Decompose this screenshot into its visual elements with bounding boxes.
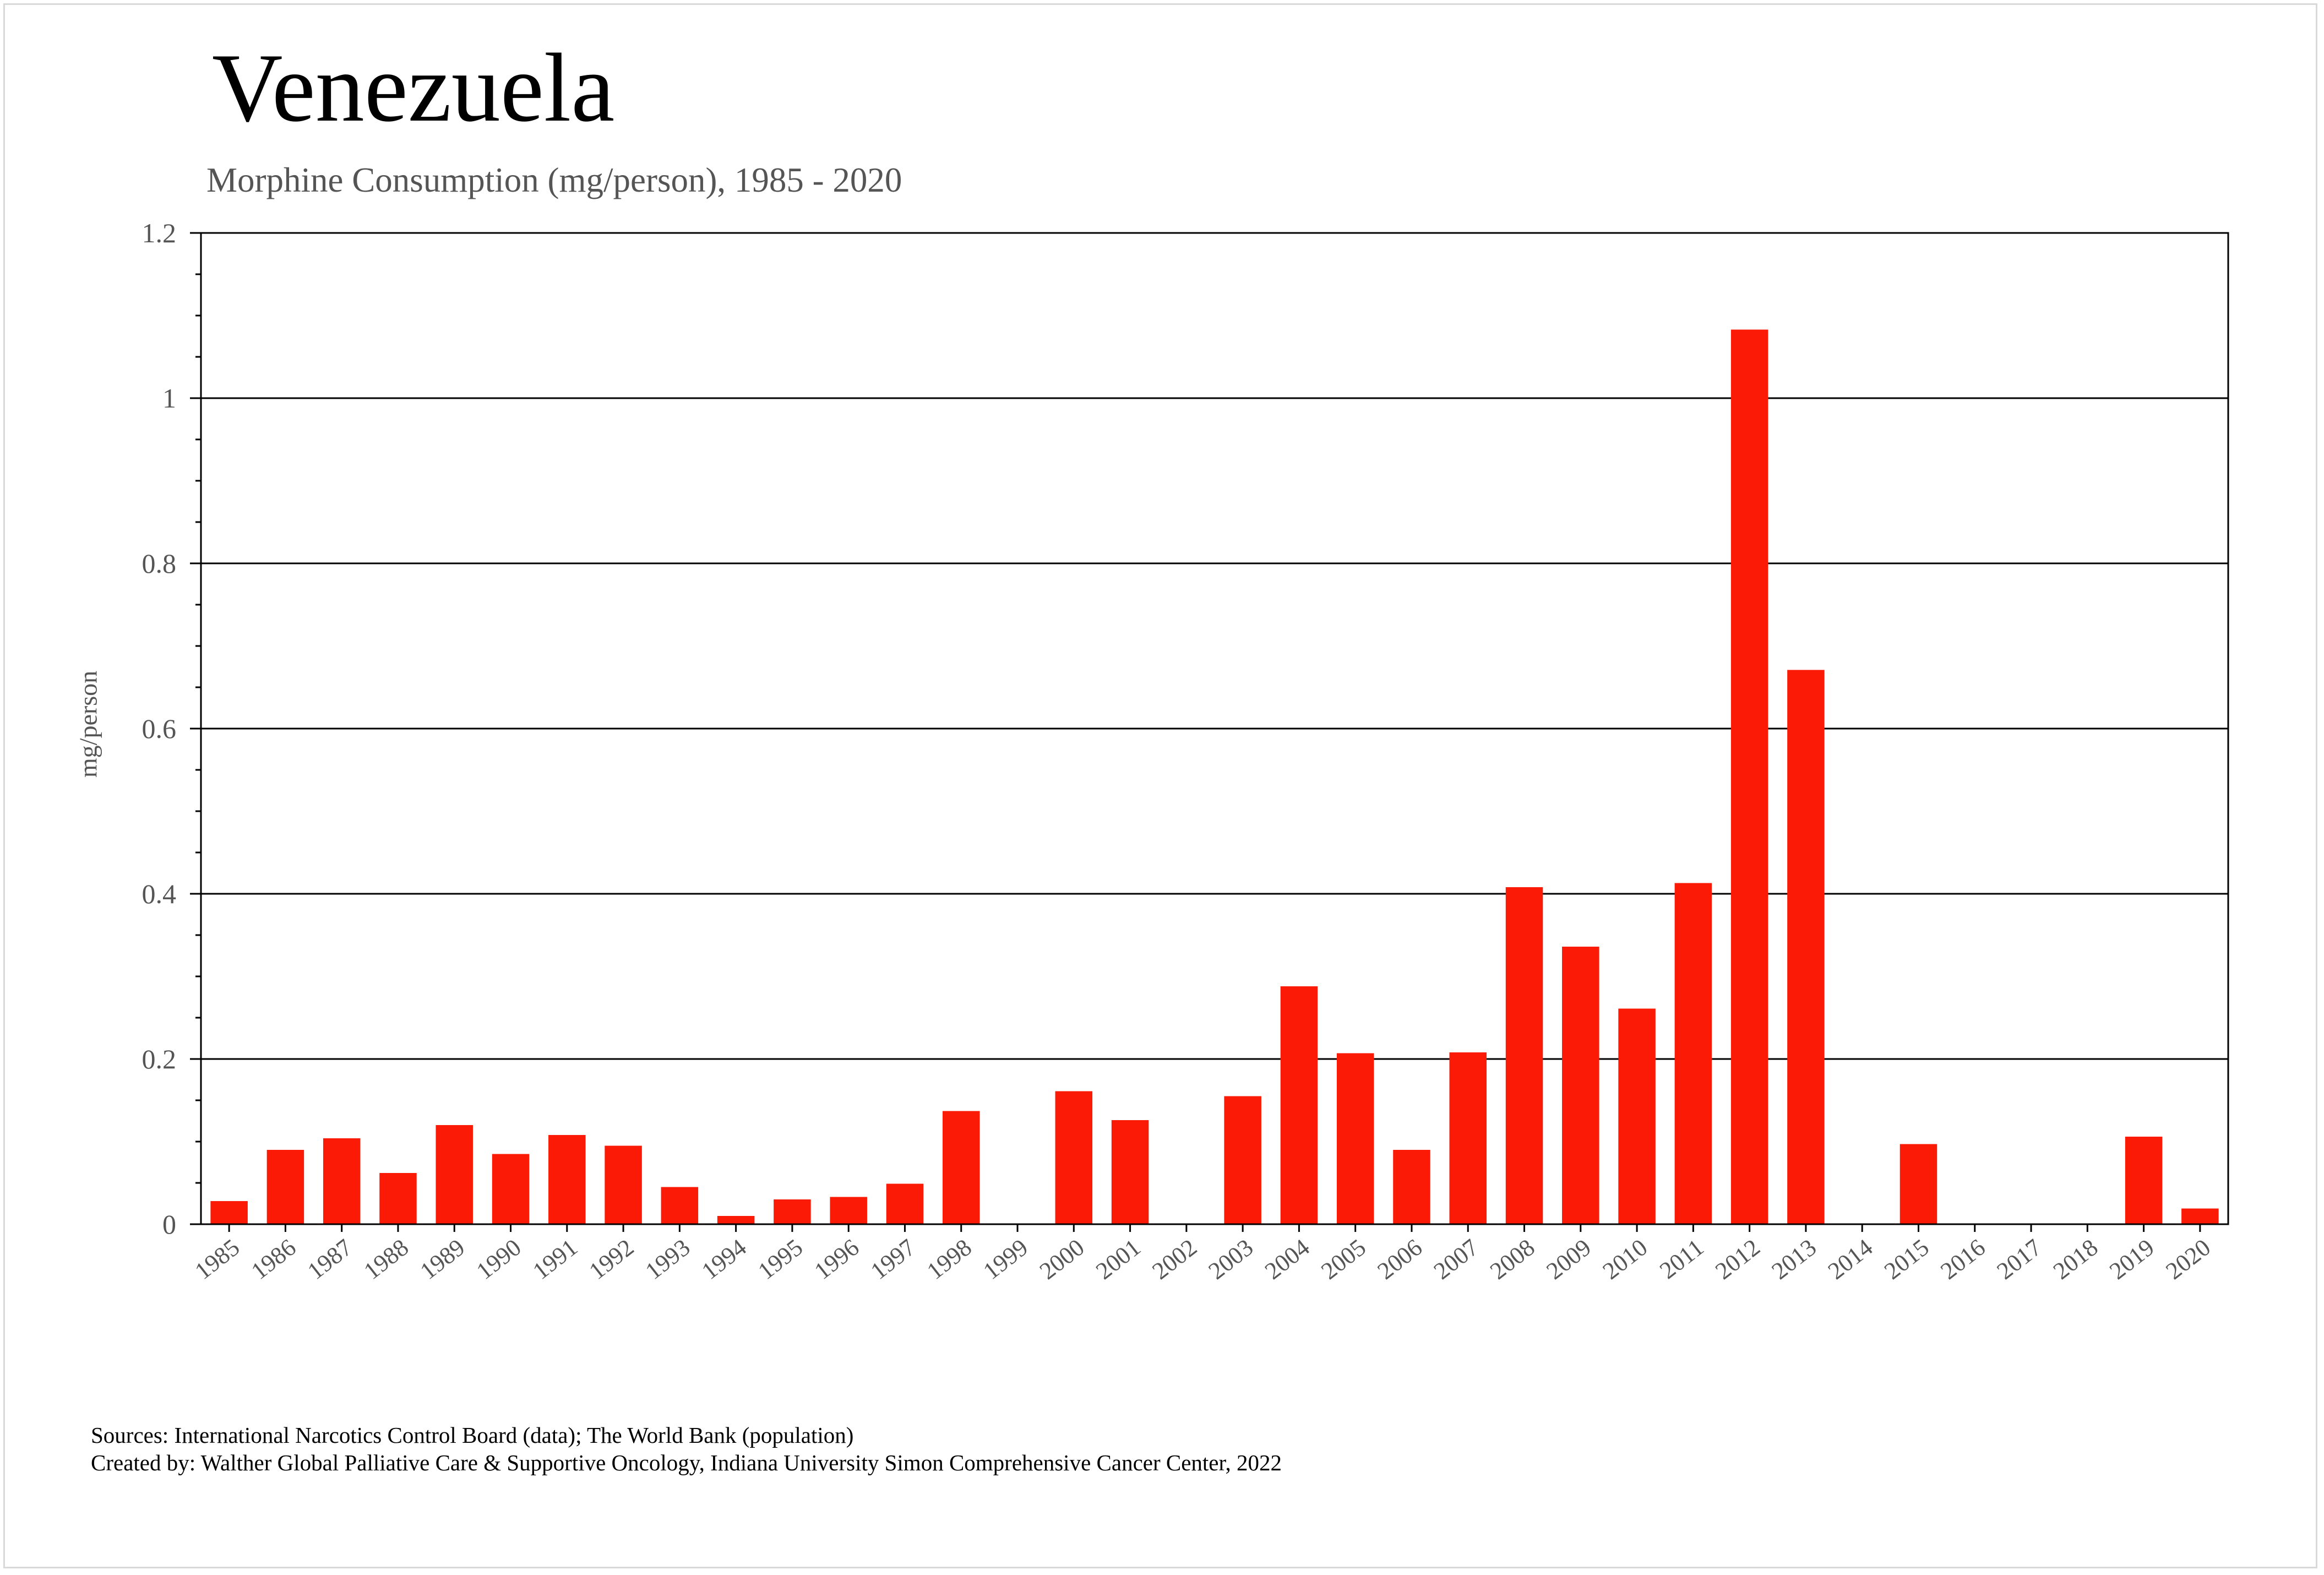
bar-2013 — [1787, 670, 1825, 1224]
x-tick-label: 2002 — [1147, 1234, 1202, 1285]
bar-1993 — [661, 1187, 699, 1224]
bar-1995 — [774, 1199, 811, 1224]
plot-area-border — [200, 232, 2229, 1225]
bar-2007 — [1449, 1052, 1487, 1224]
bar-2020 — [2181, 1208, 2219, 1224]
bar-2005 — [1336, 1053, 1374, 1224]
x-tick-label: 1998 — [922, 1234, 977, 1285]
x-tick-label: 1994 — [696, 1234, 752, 1285]
bar-2006 — [1393, 1150, 1430, 1224]
bar-1992 — [605, 1145, 642, 1224]
x-tick-label: 2014 — [1823, 1234, 1878, 1285]
bar-1986 — [266, 1150, 304, 1224]
x-tick-label: 2003 — [1204, 1234, 1259, 1285]
bar-1994 — [717, 1216, 755, 1224]
chart-subtitle: Morphine Consumption (mg/person), 1985 -… — [206, 161, 902, 199]
x-tick-label: 2004 — [1260, 1234, 1315, 1285]
footer-credits: Created by: Walther Global Palliative Ca… — [91, 1450, 1282, 1475]
bar-2004 — [1280, 986, 1318, 1224]
x-tick-label: 2011 — [1654, 1234, 1708, 1284]
y-tick-label: 0 — [162, 1209, 176, 1240]
x-tick-label: 1989 — [415, 1234, 470, 1285]
y-tick-label: 0.2 — [142, 1044, 177, 1074]
x-tick-label: 1990 — [471, 1234, 526, 1285]
x-tick-label: 2016 — [1935, 1234, 1990, 1285]
x-tick-label: 1991 — [527, 1234, 583, 1285]
y-tick-label: 0.8 — [142, 548, 177, 579]
x-tick-label: 2019 — [2104, 1234, 2159, 1285]
x-tick-label: 1996 — [809, 1234, 864, 1285]
bar-1985 — [210, 1201, 248, 1224]
bar-1989 — [436, 1125, 473, 1224]
chart-title: Venezuela — [212, 33, 615, 142]
x-tick-label: 1985 — [190, 1234, 245, 1285]
x-tick-label: 2018 — [2048, 1234, 2103, 1285]
x-tick-label: 2009 — [1541, 1234, 1596, 1285]
bar-1987 — [323, 1138, 361, 1224]
bar-1998 — [942, 1111, 980, 1224]
x-tick-label: 2008 — [1485, 1234, 1540, 1285]
x-tick-label: 2010 — [1598, 1234, 1653, 1285]
chart-frame — [3, 3, 2317, 1568]
x-tick-label: 2020 — [2161, 1234, 2216, 1285]
bar-1988 — [379, 1173, 417, 1224]
bar-2012 — [1730, 329, 1768, 1224]
x-tick-label: 1986 — [246, 1234, 301, 1285]
footer-sources: Sources: International Narcotics Control… — [91, 1422, 854, 1448]
y-tick-label: 0.6 — [142, 713, 177, 744]
x-tick-label: 2007 — [1429, 1234, 1484, 1285]
x-tick-label: 2005 — [1316, 1234, 1371, 1285]
bar-1997 — [886, 1183, 924, 1224]
y-tick-label: 1 — [162, 383, 176, 414]
y-tick-label: 1.2 — [142, 218, 177, 248]
bar-2003 — [1224, 1096, 1261, 1224]
x-tick-label: 1997 — [866, 1234, 921, 1285]
bar-2010 — [1618, 1008, 1656, 1224]
bar-2008 — [1505, 887, 1543, 1224]
x-tick-label: 2006 — [1373, 1234, 1428, 1285]
x-tick-label: 1993 — [640, 1234, 695, 1285]
x-tick-label: 2013 — [1767, 1234, 1822, 1285]
x-tick-label: 1992 — [584, 1234, 639, 1285]
bar-2015 — [1900, 1144, 1937, 1224]
x-tick-label: 1988 — [359, 1234, 414, 1285]
x-tick-label: 1999 — [978, 1234, 1033, 1285]
x-tick-label: 2000 — [1035, 1234, 1090, 1285]
x-tick-label: 2015 — [1879, 1234, 1934, 1285]
bar-1991 — [548, 1135, 586, 1224]
x-tick-label: 1987 — [302, 1234, 357, 1285]
bar-1996 — [830, 1197, 867, 1224]
bar-2019 — [2125, 1137, 2163, 1224]
x-tick-label: 2012 — [1710, 1234, 1765, 1285]
bar-2011 — [1674, 883, 1712, 1224]
y-tick-label: 0.4 — [142, 878, 177, 909]
x-tick-label: 2017 — [1992, 1234, 2047, 1285]
bar-2000 — [1055, 1091, 1093, 1224]
x-tick-label: 1995 — [753, 1234, 808, 1285]
x-tick-label: 2001 — [1091, 1234, 1146, 1285]
bar-2001 — [1111, 1120, 1149, 1224]
bar-2009 — [1562, 947, 1599, 1224]
bar-1990 — [492, 1154, 530, 1224]
